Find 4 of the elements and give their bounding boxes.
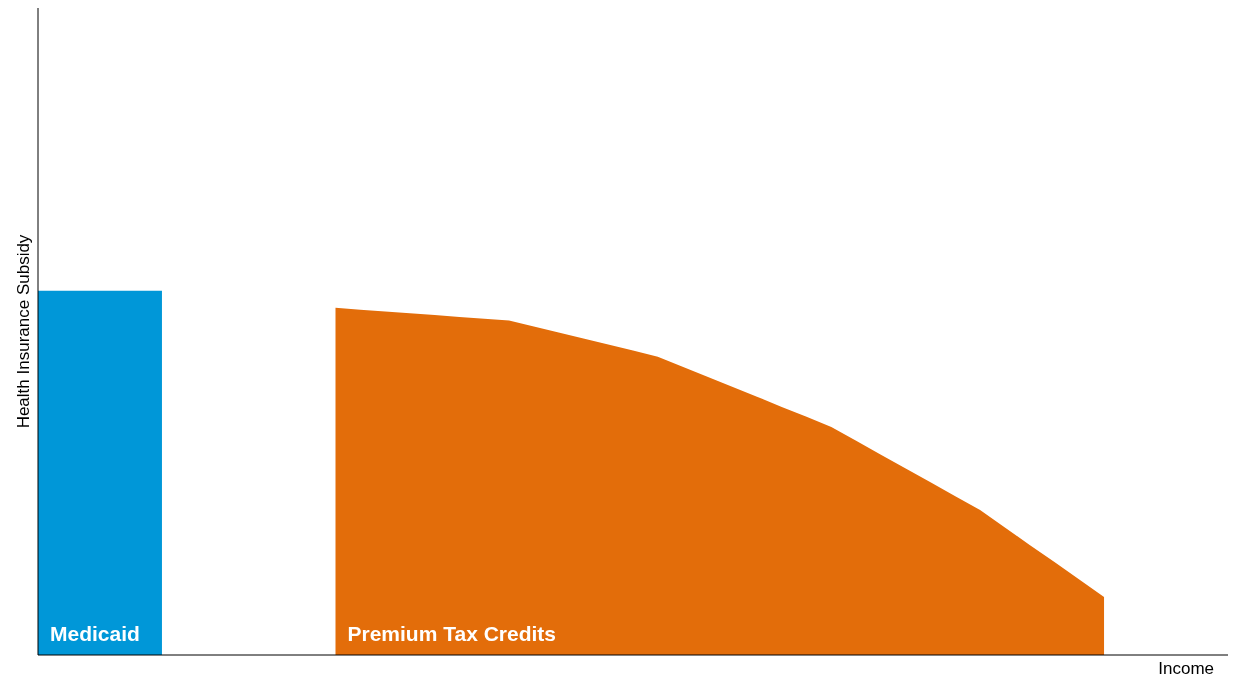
series-label: Medicaid [50, 622, 140, 645]
x-axis-title: Income [1158, 659, 1214, 678]
series-label: Premium Tax Credits [347, 622, 557, 645]
y-axis-title: Health Insurance Subsidy [14, 234, 33, 429]
